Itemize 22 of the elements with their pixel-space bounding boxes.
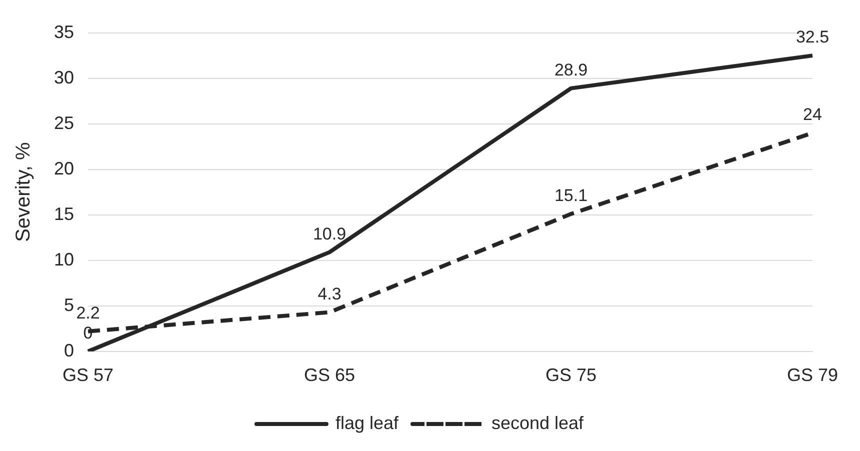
y-tick-label: 10: [54, 249, 74, 270]
x-tick-label: GS 79: [786, 365, 838, 386]
y-axis-title: Severity, %: [12, 142, 35, 242]
x-tick-label: GS 65: [304, 365, 356, 386]
y-tick-label: 30: [54, 67, 74, 88]
x-tick-label: GS 75: [545, 365, 597, 386]
data-label: 15.1: [554, 186, 588, 206]
y-tick-label: 25: [54, 112, 74, 133]
data-label: 10.9: [312, 224, 346, 244]
x-tick-label: GS 57: [62, 365, 114, 386]
data-label: 28.9: [554, 60, 588, 80]
y-tick-label: 5: [64, 294, 74, 315]
y-tick-label: 35: [54, 22, 74, 42]
data-label: 24: [803, 105, 822, 124]
y-tick-label: 20: [54, 158, 74, 178]
legend-label: second leaf: [491, 412, 585, 433]
legend-label: flag leaf: [335, 412, 400, 433]
y-tick-label: 0: [64, 340, 74, 360]
data-label: 2.2: [76, 304, 100, 323]
y-tick-label: 15: [54, 204, 74, 224]
data-label: 4.3: [318, 284, 342, 304]
data-label: 32.5: [796, 28, 830, 47]
